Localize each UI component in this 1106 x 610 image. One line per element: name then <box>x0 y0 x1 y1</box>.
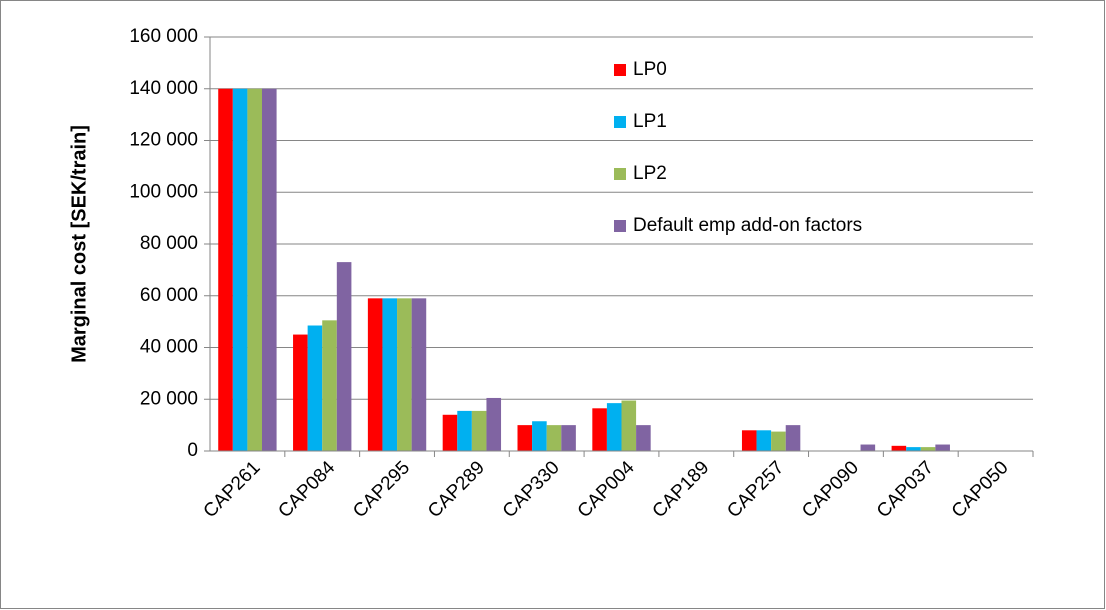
legend-swatch <box>614 220 626 232</box>
bar <box>935 444 950 451</box>
bar <box>546 425 562 451</box>
bar <box>517 425 533 451</box>
bar <box>756 430 772 451</box>
y-tick-label: 20 000 <box>140 388 198 409</box>
y-tick-label: 0 <box>187 440 198 461</box>
bar <box>442 414 458 451</box>
bar <box>906 447 921 451</box>
legend-label: LP2 <box>633 163 667 184</box>
y-tick-label: 100 000 <box>129 181 198 202</box>
bar <box>592 408 607 451</box>
bar <box>471 410 487 451</box>
y-tick-label: 60 000 <box>140 285 198 306</box>
y-tick-label: 140 000 <box>129 78 198 99</box>
bar <box>397 298 412 451</box>
y-tick-label: 120 000 <box>129 130 198 151</box>
bar <box>247 88 262 451</box>
legend-label: LP1 <box>633 111 667 132</box>
y-tick-label: 160 000 <box>129 26 198 47</box>
bar <box>771 431 786 451</box>
bar <box>367 298 383 451</box>
y-axis-label: Marginal cost [SEK/train] <box>68 125 90 363</box>
y-tick-label: 80 000 <box>140 233 198 254</box>
legend-swatch <box>614 116 626 128</box>
bar <box>307 325 323 451</box>
bar <box>232 88 248 451</box>
bar <box>411 298 427 451</box>
bar <box>741 430 757 451</box>
bar <box>382 298 398 451</box>
bar <box>606 403 622 451</box>
bar <box>261 88 277 451</box>
bar <box>486 397 502 451</box>
bar <box>920 447 936 451</box>
bar <box>785 425 801 451</box>
y-tick-label: 40 000 <box>140 337 198 358</box>
bar <box>891 445 907 451</box>
bar <box>561 425 576 451</box>
bar <box>532 421 547 451</box>
bar <box>621 400 637 451</box>
bar <box>636 425 651 451</box>
bar <box>293 334 308 451</box>
legend-swatch <box>614 168 626 180</box>
bar <box>218 88 233 451</box>
bar <box>860 444 876 451</box>
bar <box>336 262 352 451</box>
legend-label: LP0 <box>633 59 667 80</box>
bar <box>457 410 472 451</box>
bar <box>322 320 337 451</box>
legend-label: Default emp add-on factors <box>633 215 862 236</box>
legend-swatch <box>614 64 626 76</box>
